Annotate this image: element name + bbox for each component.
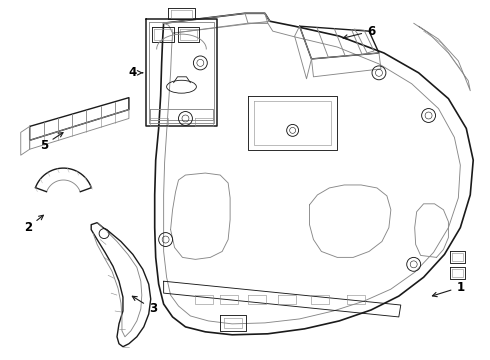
Text: 4: 4 <box>129 66 143 79</box>
Text: 5: 5 <box>40 132 63 152</box>
Text: 3: 3 <box>132 296 157 315</box>
Text: 6: 6 <box>343 24 375 39</box>
Text: 1: 1 <box>432 281 465 297</box>
Text: 2: 2 <box>24 215 44 234</box>
